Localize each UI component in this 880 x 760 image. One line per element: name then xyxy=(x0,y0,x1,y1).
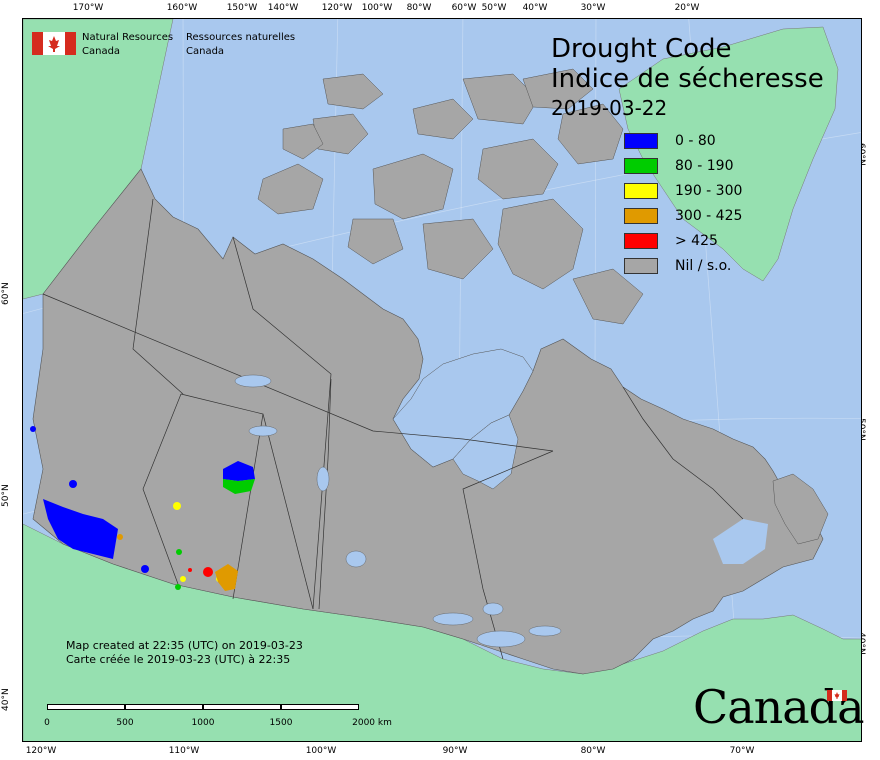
legend-label: > 425 xyxy=(675,233,718,249)
graticule-label-bottom: 110°W xyxy=(168,746,200,756)
zone-0-80-north xyxy=(223,461,255,481)
nrcan-signature: Natural Resources Canada Ressources natu… xyxy=(32,31,295,62)
map-canvas[interactable] xyxy=(22,18,862,742)
graticule-label-top: 140°W xyxy=(267,3,299,13)
scale-segment xyxy=(47,704,125,710)
newfoundland xyxy=(772,473,829,545)
zone-0-80-spot xyxy=(30,426,36,432)
hudson-bay xyxy=(392,348,534,468)
graticule-label-top: 50°W xyxy=(481,3,507,13)
map-title-fr: Indice de sécheresse xyxy=(551,64,824,94)
provincial-boundaries xyxy=(42,198,744,660)
graticule-label-bottom: 70°W xyxy=(729,746,755,756)
graticule-label-bottom: 120°W xyxy=(25,746,57,756)
zone-over-425-spot xyxy=(188,568,192,572)
scale-label: 0 xyxy=(44,718,50,728)
legend-swatch xyxy=(624,208,658,224)
zone-190-300-spot xyxy=(173,502,181,510)
canada-wordmark: Canada xyxy=(693,680,865,734)
legend-label: 190 - 300 xyxy=(675,183,743,199)
credit-en: Map created at 22:35 (UTC) on 2019-03-23 xyxy=(66,639,303,652)
zone-0-80-coast xyxy=(43,499,118,559)
lakes xyxy=(234,374,562,648)
james-bay xyxy=(452,414,519,490)
zone-over-425-spot xyxy=(203,567,213,577)
credit-fr: Carte créée le 2019-03-23 (UTC) à 22:35 xyxy=(66,653,291,666)
zone-190-300-spot xyxy=(180,576,186,582)
legend-swatch xyxy=(624,158,658,174)
graticule-label-bottom: 90°W xyxy=(442,746,468,756)
legend-label: Nil / s.o. xyxy=(675,258,732,274)
graticule-label-left: 60°N xyxy=(1,282,11,305)
legend-label: 0 - 80 xyxy=(675,133,716,149)
zone-0-80-spot xyxy=(141,565,149,573)
graticule-label-left: 50°N xyxy=(1,484,11,507)
scale-label: 2000 km xyxy=(352,718,392,728)
arctic-islands xyxy=(257,68,644,325)
scale-label: 1500 xyxy=(269,718,293,728)
zone-300-425-spot xyxy=(117,534,123,540)
agency-name-en: Natural Resources Canada xyxy=(82,31,173,59)
scale-label: 500 xyxy=(116,718,134,728)
graticule-label-bottom: 100°W xyxy=(305,746,337,756)
graticule-label-top: 60°W xyxy=(451,3,477,13)
scale-segment xyxy=(281,704,359,710)
graticule-label-top: 170°W xyxy=(72,3,104,13)
graticule-label-top: 30°W xyxy=(580,3,606,13)
legend-swatch xyxy=(624,133,658,149)
zone-0-80-spot xyxy=(69,480,77,488)
agency-fr-line1: Ressources naturelles xyxy=(186,32,296,43)
legend-label: 80 - 190 xyxy=(675,158,734,174)
graticule-label-top: 160°W xyxy=(166,3,198,13)
graticule-label-top: 20°W xyxy=(674,3,700,13)
zone-80-190-north xyxy=(223,479,255,494)
graticule-label-top: 40°W xyxy=(522,3,548,13)
graticule-label-bottom: 80°W xyxy=(580,746,606,756)
legend-swatch xyxy=(624,183,658,199)
map-svg xyxy=(23,19,861,741)
scale-label: 1000 xyxy=(191,718,215,728)
greenland-landmass xyxy=(618,26,839,282)
legend-label: 300 - 425 xyxy=(675,208,743,224)
agency-name-fr: Ressources naturelles Canada xyxy=(186,31,295,59)
legend-swatch xyxy=(624,233,658,249)
agency-en-line1: Natural Resources xyxy=(82,32,174,43)
zone-80-190-spot xyxy=(176,549,182,555)
gulf-st-lawrence xyxy=(713,519,768,564)
graticule-label-top: 150°W xyxy=(226,3,258,13)
canada-mainland xyxy=(32,168,824,675)
map-credit: Map created at 22:35 (UTC) on 2019-03-23… xyxy=(66,639,303,667)
graticule-label-top: 100°W xyxy=(361,3,393,13)
map-title-en: Drought Code xyxy=(551,34,732,64)
zone-300-425 xyxy=(215,564,238,591)
agency-fr-line2: Canada xyxy=(186,46,225,57)
agency-en-line2: Canada xyxy=(82,46,121,57)
drought-zones xyxy=(30,426,255,591)
canada-flag-icon xyxy=(32,32,76,55)
graticule-label-left: 40°N xyxy=(1,688,11,711)
scale-segment xyxy=(203,704,281,710)
graticule-label-top: 80°W xyxy=(406,3,432,13)
scale-segment xyxy=(125,704,203,710)
graticule-label-top: 120°W xyxy=(321,3,353,13)
wordmark-flag-icon xyxy=(827,690,847,701)
map-date: 2019-03-22 xyxy=(551,96,668,120)
legend-swatch xyxy=(624,258,658,274)
zone-80-190-spot xyxy=(175,584,181,590)
scale-bar: 0 500 1000 1500 2000 km xyxy=(44,704,392,728)
